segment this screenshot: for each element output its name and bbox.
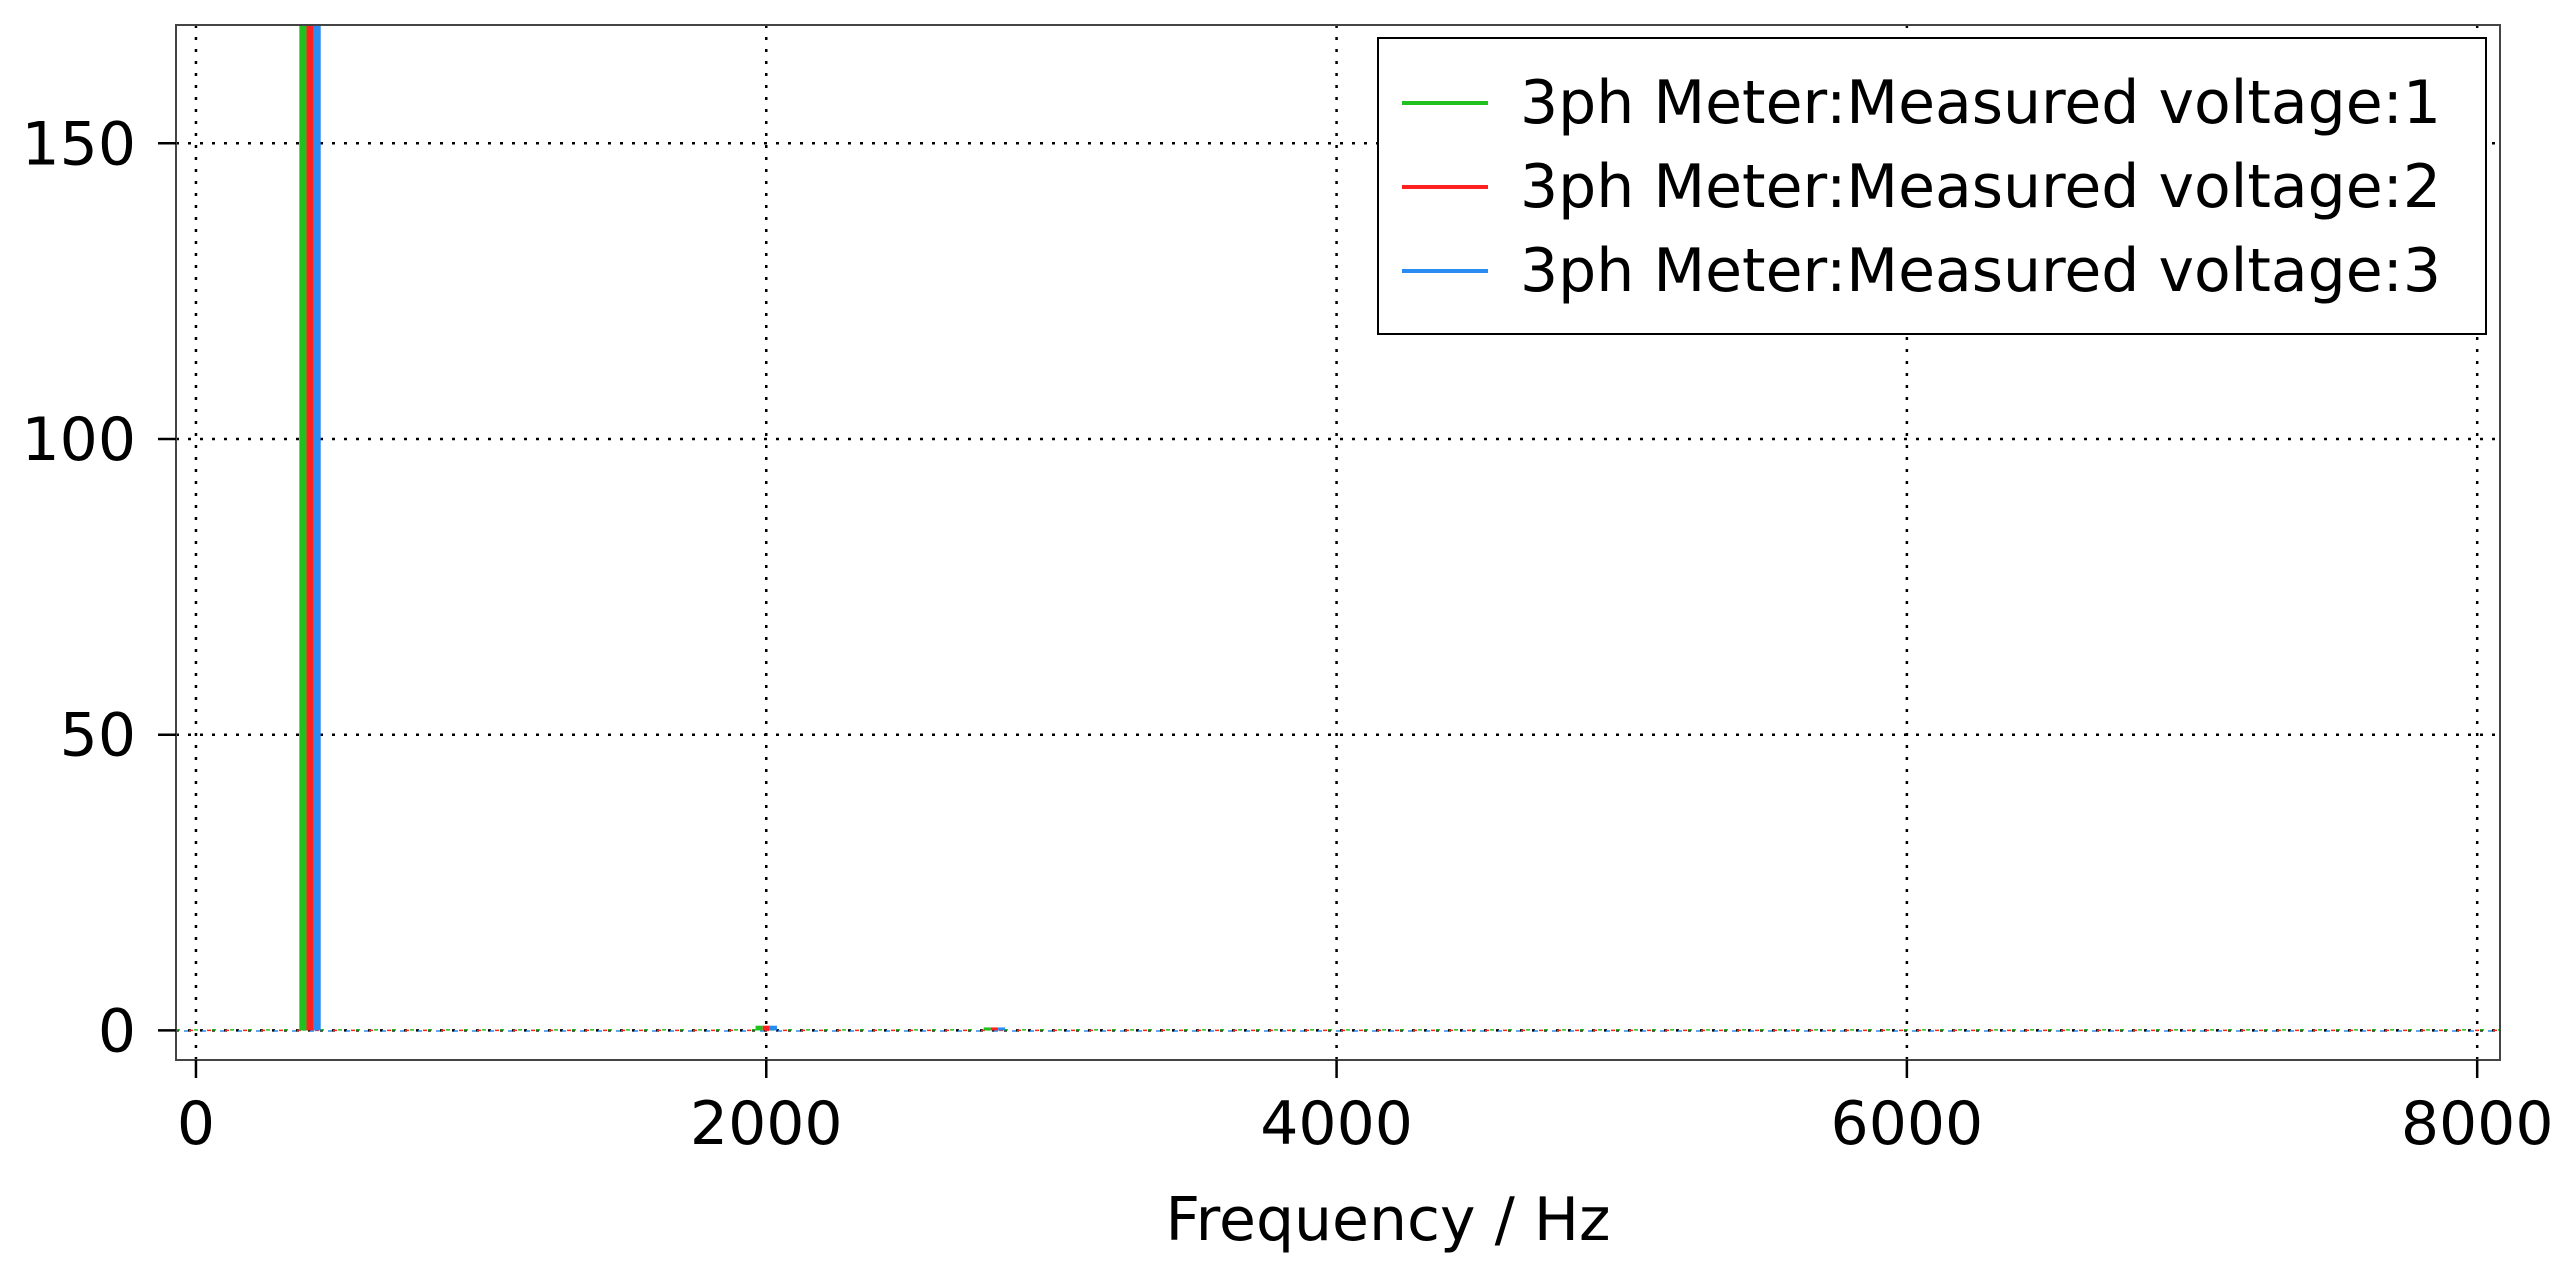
bar bbox=[755, 1025, 763, 1031]
x-axis-label: Frequency / Hz bbox=[1166, 1185, 1611, 1255]
bars bbox=[299, 25, 1006, 1031]
bar bbox=[762, 1025, 770, 1031]
y-tick-label: 150 bbox=[21, 109, 136, 179]
axis-ticks: 0 2000 4000 6000 8000 0 50 100 150 bbox=[21, 109, 2553, 1159]
y-tick-label: 50 bbox=[60, 701, 136, 771]
x-tick-label: 0 bbox=[177, 1089, 215, 1159]
legend-label: 3ph Meter:Measured voltage:3 bbox=[1520, 236, 2441, 306]
bar bbox=[299, 25, 307, 1031]
plot-frame bbox=[175, 24, 2501, 1061]
bar bbox=[306, 25, 314, 1031]
x-tick-label: 2000 bbox=[690, 1089, 843, 1159]
legend-box bbox=[1377, 37, 2487, 335]
y-tick-label: 100 bbox=[21, 405, 136, 475]
baseline bbox=[176, 1029, 2500, 1032]
legend: 3ph Meter:Measured voltage:1 3ph Meter:Me… bbox=[1377, 37, 2487, 335]
x-tick-label: 8000 bbox=[2401, 1089, 2554, 1159]
legend-label: 3ph Meter:Measured voltage:2 bbox=[1520, 152, 2441, 222]
bar bbox=[997, 1027, 1006, 1031]
bar bbox=[313, 25, 321, 1031]
legend-label: 3ph Meter:Measured voltage:1 bbox=[1520, 68, 2441, 138]
bar bbox=[769, 1025, 777, 1031]
y-tick-label: 0 bbox=[98, 996, 136, 1066]
grid-lines bbox=[176, 25, 2500, 1060]
x-tick-label: 6000 bbox=[1831, 1089, 1984, 1159]
bar bbox=[983, 1027, 991, 1031]
bar bbox=[990, 1027, 998, 1031]
x-tick-label: 4000 bbox=[1260, 1089, 1413, 1159]
